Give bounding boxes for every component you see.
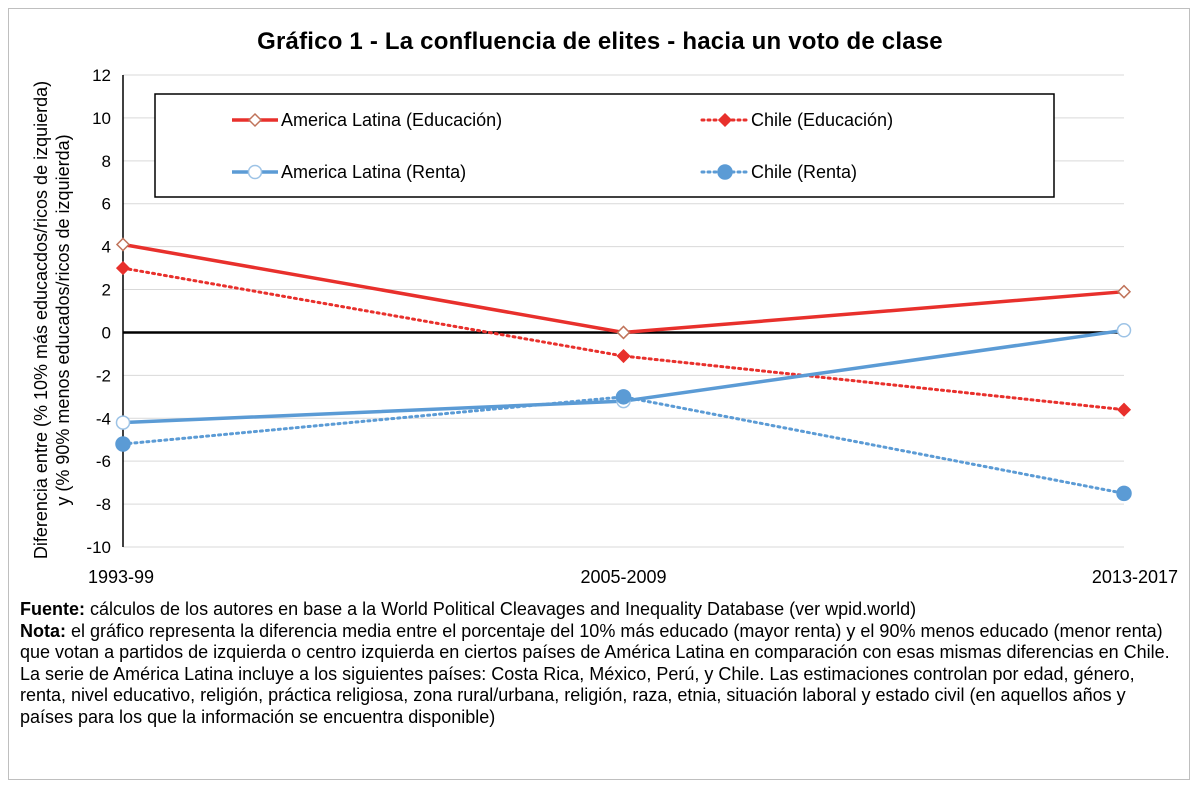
y-tick-label: -2 bbox=[96, 366, 111, 385]
chart-notes: Fuente: cálculos de los autores en base … bbox=[20, 599, 1180, 728]
y-tick-label: -6 bbox=[96, 452, 111, 471]
source-label: Fuente: bbox=[20, 599, 85, 619]
data-point bbox=[1116, 323, 1132, 338]
legend-label: Chile (Educación) bbox=[751, 110, 893, 130]
source-text: cálculos de los autores en base a la Wor… bbox=[85, 599, 917, 619]
source-note: Fuente: cálculos de los autores en base … bbox=[20, 599, 1180, 621]
figure-frame bbox=[8, 8, 1190, 780]
series-line-2 bbox=[121, 266, 1126, 412]
y-tick-label: 10 bbox=[92, 109, 111, 128]
y-tick-label: 2 bbox=[102, 281, 111, 300]
data-point bbox=[616, 348, 631, 364]
data-point bbox=[615, 389, 632, 405]
data-point bbox=[115, 415, 131, 430]
data-point bbox=[1116, 402, 1132, 417]
legend-marker bbox=[717, 112, 733, 128]
legend-box bbox=[154, 93, 1055, 198]
explanatory-note: Nota: el gráfico representa la diferenci… bbox=[20, 621, 1180, 729]
line-chart: 12 10 8 6 4 2 0 -2 -4 -6 -8 -10 1993-99 2005-2009 2013… bbox=[31, 66, 1178, 587]
note-label: Nota: bbox=[20, 620, 66, 641]
y-tick-label: 8 bbox=[102, 152, 111, 171]
legend-label: America Latina (Educación) bbox=[281, 110, 502, 130]
data-point bbox=[115, 436, 131, 452]
legend-label: America Latina (Renta) bbox=[281, 162, 466, 182]
y-tick-label: 12 bbox=[92, 66, 111, 85]
data-point bbox=[1116, 485, 1132, 502]
data-point bbox=[1116, 284, 1132, 299]
legend-marker bbox=[247, 112, 263, 128]
data-point bbox=[115, 261, 131, 276]
chart-title: Gráfico 1 - La confluencia de elites - h… bbox=[257, 28, 943, 55]
y-tick-label: 6 bbox=[102, 195, 111, 214]
series-line-3 bbox=[122, 328, 1125, 425]
legend-marker bbox=[247, 164, 263, 180]
x-tick-label: 2013-2017 bbox=[1092, 567, 1178, 587]
y-tick-label: -8 bbox=[96, 495, 111, 514]
series-line-1 bbox=[122, 242, 1125, 335]
y-tick-label: -10 bbox=[86, 538, 111, 557]
data-point bbox=[616, 325, 631, 340]
y-axis-label: Diferencia entre (% 10% más educacdos/ri… bbox=[31, 81, 51, 559]
legend-marker bbox=[717, 164, 733, 180]
note-text: el gráfico representa la diferencia medi… bbox=[20, 620, 1170, 727]
legend-label: Chile (Renta) bbox=[751, 162, 857, 182]
y-tick-label: 4 bbox=[102, 238, 111, 257]
data-point bbox=[115, 237, 131, 252]
x-tick-label: 1993-99 bbox=[88, 567, 154, 587]
y-axis-label: y (% 90% menos educados/ricos de izquier… bbox=[53, 134, 73, 505]
y-tick-label: 0 bbox=[102, 323, 111, 342]
series-line-4 bbox=[121, 395, 1126, 495]
x-tick-label: 2005-2009 bbox=[580, 567, 666, 587]
y-tick-label: -4 bbox=[96, 409, 111, 428]
